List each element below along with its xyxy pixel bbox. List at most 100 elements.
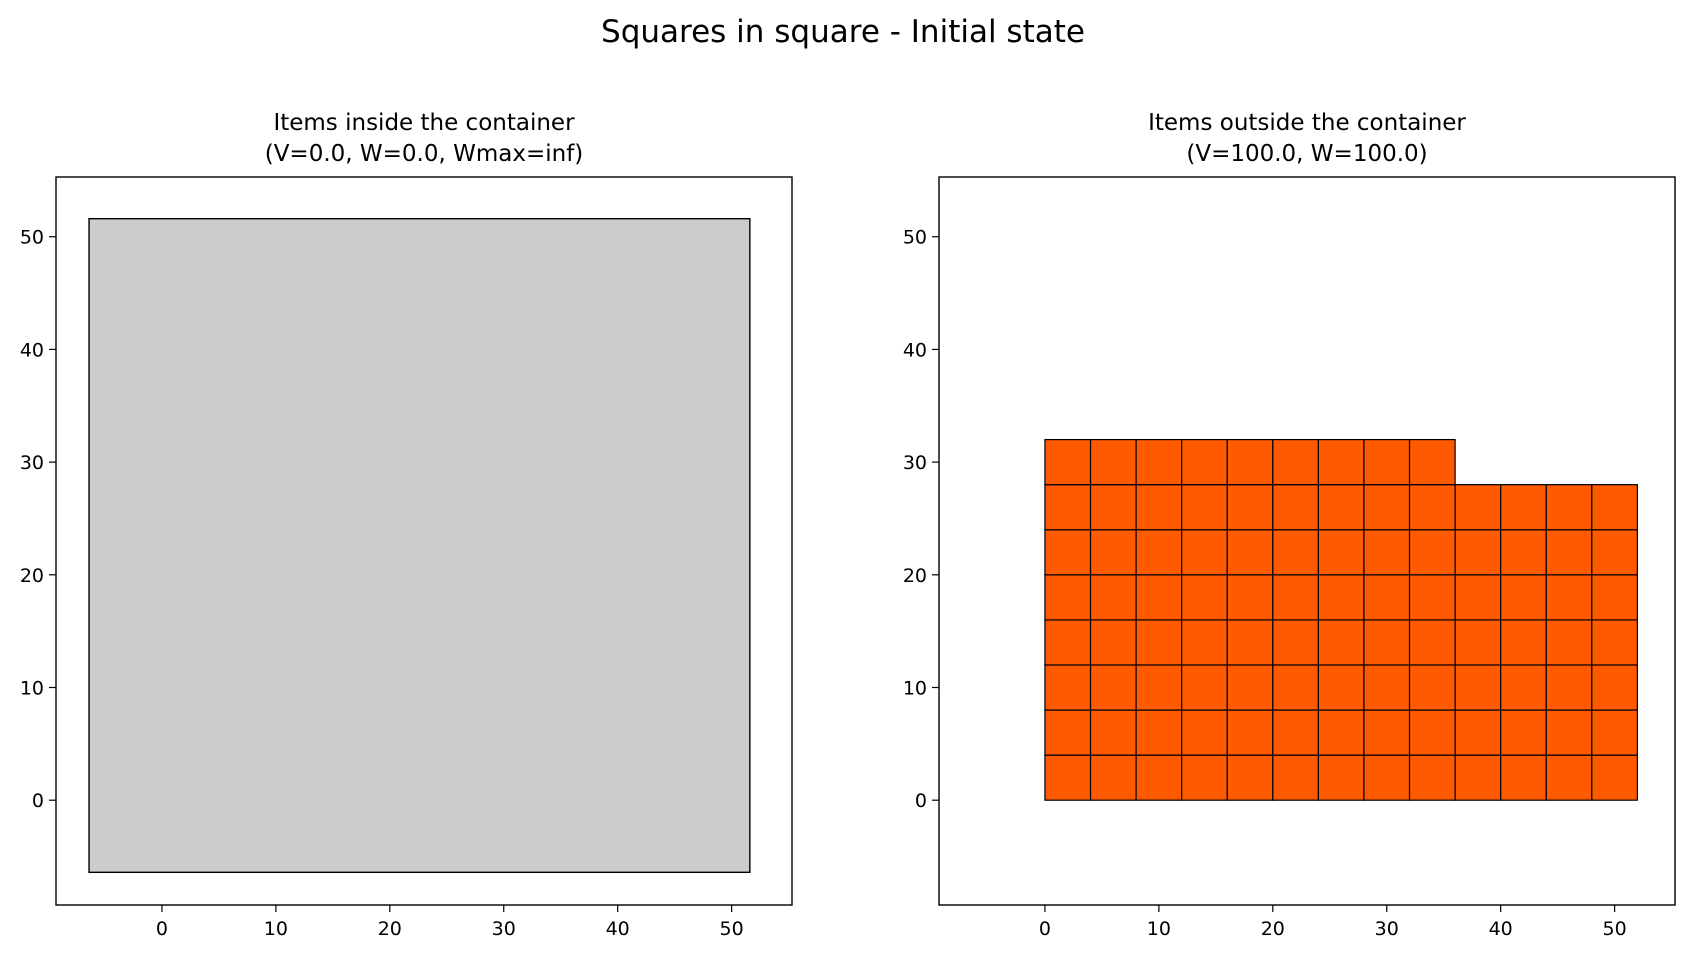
item-square bbox=[1545, 529, 1593, 576]
item-square bbox=[1591, 484, 1639, 531]
item-square bbox=[1363, 619, 1411, 666]
x-tick-label: 40 bbox=[606, 918, 630, 940]
item-square bbox=[1500, 619, 1547, 666]
item-square bbox=[1454, 529, 1502, 576]
y-tick-label: 0 bbox=[915, 790, 927, 812]
item-square bbox=[1181, 619, 1228, 666]
item-square bbox=[1226, 664, 1274, 711]
y-tick-label: 40 bbox=[903, 339, 927, 361]
axes-outside-title-line1: Items outside the container bbox=[1148, 110, 1466, 136]
item-square bbox=[1135, 484, 1183, 531]
axes-inside-frame bbox=[55, 176, 793, 906]
axes-inside: Items inside the container (V=0.0, W=0.0… bbox=[20, 110, 793, 940]
axes-inside-ticks: 0 10 20 30 40 50 0 10 20 30 40 50 bbox=[20, 227, 744, 940]
item-square bbox=[1044, 484, 1092, 531]
item-square bbox=[1454, 574, 1502, 621]
item-square bbox=[1545, 619, 1593, 666]
x-tick-label: 30 bbox=[1375, 918, 1399, 940]
item-square bbox=[1317, 529, 1365, 576]
item-square bbox=[1545, 754, 1593, 801]
axes-outside-ticks: 0 10 20 30 40 50 0 10 20 30 40 50 bbox=[903, 227, 1627, 940]
item-square bbox=[1591, 619, 1639, 666]
item-square bbox=[1408, 664, 1456, 711]
item-square bbox=[1135, 709, 1183, 756]
item-square bbox=[1454, 709, 1502, 756]
axes-inside-title-line1: Items inside the container bbox=[273, 110, 575, 136]
item-square bbox=[1044, 574, 1092, 621]
item-square bbox=[1454, 484, 1502, 531]
y-tick-label: 0 bbox=[32, 790, 44, 812]
x-tick-label: 20 bbox=[378, 918, 402, 940]
item-square bbox=[1545, 484, 1593, 531]
item-square bbox=[1089, 529, 1137, 576]
item-square bbox=[1226, 754, 1274, 801]
item-square bbox=[1408, 574, 1456, 621]
item-square bbox=[1272, 709, 1319, 756]
item-square bbox=[1089, 484, 1137, 531]
item-square bbox=[1135, 754, 1183, 801]
x-tick-label: 40 bbox=[1489, 918, 1513, 940]
item-square bbox=[1181, 709, 1228, 756]
item-square bbox=[1044, 754, 1092, 801]
y-tick-label: 20 bbox=[20, 565, 44, 587]
item-square bbox=[1044, 529, 1092, 576]
item-square bbox=[1363, 484, 1411, 531]
item-square bbox=[1454, 664, 1502, 711]
item-square bbox=[1317, 574, 1365, 621]
item-square bbox=[1317, 664, 1365, 711]
item-square bbox=[1591, 754, 1639, 801]
item-square bbox=[1044, 438, 1092, 486]
item-square bbox=[1591, 709, 1639, 756]
item-square bbox=[1591, 529, 1639, 576]
item-square bbox=[1089, 619, 1137, 666]
x-tick-label: 50 bbox=[720, 918, 744, 940]
item-square bbox=[1545, 709, 1593, 756]
item-square bbox=[1363, 754, 1411, 801]
item-square bbox=[1545, 574, 1593, 621]
item-square bbox=[1089, 574, 1137, 621]
item-square bbox=[1317, 709, 1365, 756]
container-rect bbox=[88, 217, 751, 874]
item-square bbox=[1272, 754, 1319, 801]
item-square bbox=[1454, 754, 1502, 801]
figure-suptitle: Squares in square - Initial state bbox=[601, 14, 1085, 50]
item-square bbox=[1408, 619, 1456, 666]
y-tick-label: 40 bbox=[20, 339, 44, 361]
item-square bbox=[1089, 664, 1137, 711]
item-square bbox=[1545, 664, 1593, 711]
item-square bbox=[1089, 438, 1137, 486]
y-tick-label: 10 bbox=[20, 678, 44, 700]
item-square bbox=[1317, 438, 1365, 486]
item-square bbox=[1272, 574, 1319, 621]
x-tick-label: 0 bbox=[1039, 918, 1051, 940]
y-tick-label: 50 bbox=[903, 227, 927, 249]
y-tick-label: 50 bbox=[20, 227, 44, 249]
item-square bbox=[1135, 664, 1183, 711]
item-square bbox=[1408, 484, 1456, 531]
item-square bbox=[1317, 754, 1365, 801]
item-square bbox=[1500, 529, 1547, 576]
x-tick-label: 50 bbox=[1603, 918, 1627, 940]
item-square bbox=[1363, 529, 1411, 576]
item-square bbox=[1500, 709, 1547, 756]
item-square bbox=[1408, 709, 1456, 756]
item-square bbox=[1226, 484, 1274, 531]
item-square bbox=[1135, 619, 1183, 666]
item-square bbox=[1363, 438, 1411, 486]
item-square bbox=[1272, 619, 1319, 666]
item-square bbox=[1408, 754, 1456, 801]
item-square bbox=[1317, 484, 1365, 531]
axes-inside-title-line2: (V=0.0, W=0.0, Wmax=inf) bbox=[265, 141, 584, 167]
item-square bbox=[1226, 619, 1274, 666]
axes-outside-frame bbox=[938, 176, 1676, 906]
item-square bbox=[1500, 484, 1547, 531]
x-tick-label: 20 bbox=[1261, 918, 1285, 940]
item-square bbox=[1272, 438, 1319, 486]
item-square bbox=[1272, 529, 1319, 576]
item-square bbox=[1089, 754, 1137, 801]
item-square bbox=[1181, 574, 1228, 621]
item-square bbox=[1044, 709, 1092, 756]
item-square bbox=[1181, 484, 1228, 531]
item-square bbox=[1591, 574, 1639, 621]
